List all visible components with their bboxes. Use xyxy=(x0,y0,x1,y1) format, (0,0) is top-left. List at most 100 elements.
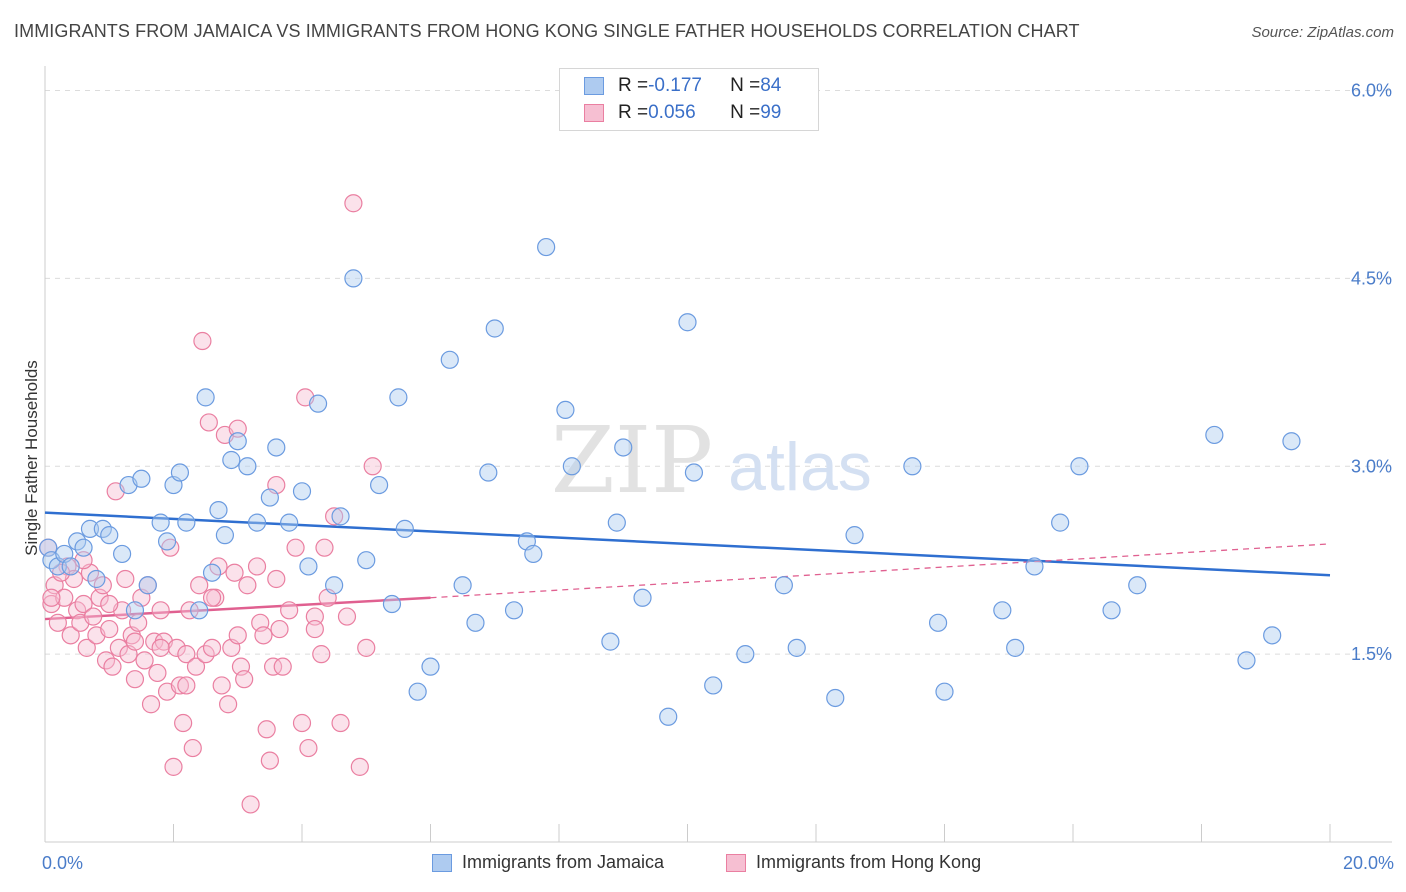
jamaica-point xyxy=(787,638,806,657)
jamaica-point xyxy=(215,526,234,545)
jamaica-point xyxy=(556,400,575,420)
hongkong-point xyxy=(100,594,119,614)
hongkong-point xyxy=(48,613,67,632)
jamaica-point xyxy=(485,319,504,338)
jamaica-point xyxy=(382,594,402,614)
jamaica-point xyxy=(845,526,864,545)
jamaica-point xyxy=(1263,626,1282,645)
hongkong-point xyxy=(77,638,96,657)
hongkong-point xyxy=(170,676,190,695)
hongkong-point xyxy=(260,751,279,770)
y-tick-label: 4.5% xyxy=(1351,268,1392,288)
jamaica-point xyxy=(421,657,440,676)
hongkong-point xyxy=(357,638,376,657)
y-tick-label: 6.0% xyxy=(1351,81,1392,101)
y-tick-label: 3.0% xyxy=(1351,456,1392,476)
hongkong-point xyxy=(125,632,145,651)
hongkong-point xyxy=(363,457,382,476)
jamaica-point xyxy=(678,313,697,332)
jamaica-point xyxy=(633,588,652,607)
hongkong-point xyxy=(350,757,369,776)
legend-swatch-pink xyxy=(584,104,604,122)
hongkong-point xyxy=(228,419,247,438)
jamaica-point xyxy=(1205,425,1224,445)
jamaica-point xyxy=(138,576,157,595)
hongkong-point xyxy=(100,619,119,639)
hongkong-point xyxy=(177,645,196,664)
jamaica-point xyxy=(74,538,93,557)
hongkong-point xyxy=(190,576,209,595)
hongkong-point xyxy=(267,569,286,589)
legend-r-label: R = xyxy=(618,75,649,96)
jamaica-point xyxy=(1006,638,1025,657)
jamaica-point xyxy=(524,544,543,564)
hongkong-point xyxy=(312,645,331,664)
hongkong-point xyxy=(42,588,61,607)
hongkong-point xyxy=(103,657,122,676)
chart-title: IMMIGRANTS FROM JAMAICA VS IMMIGRANTS FR… xyxy=(14,21,1080,41)
jamaica-point xyxy=(562,457,581,476)
watermark: ZIP atlas xyxy=(551,407,872,514)
jamaica-point xyxy=(247,513,267,532)
jamaica-point xyxy=(1128,576,1147,595)
hongkong-point xyxy=(337,607,357,626)
hongkong-point xyxy=(202,638,222,657)
hongkong-point xyxy=(238,576,257,595)
jamaica-point xyxy=(1237,651,1256,670)
jamaica-point xyxy=(325,576,344,595)
hongkong-point xyxy=(331,713,350,733)
hongkong-point xyxy=(125,670,145,689)
hongkong-point xyxy=(241,795,260,814)
hongkong-point xyxy=(180,601,199,620)
jamaica-point xyxy=(389,388,408,407)
jamaica-point xyxy=(1070,457,1089,476)
legend-n-value: 99 xyxy=(760,102,782,123)
legend-swatch-blue xyxy=(584,77,604,95)
jamaica-point xyxy=(928,613,948,632)
jamaica-point xyxy=(993,601,1012,620)
jamaica-point xyxy=(228,432,247,451)
jamaica-point xyxy=(614,438,633,457)
hongkong-point xyxy=(344,194,363,213)
y-axis-label: Single Father Households xyxy=(22,360,41,556)
jamaica-point xyxy=(736,645,755,664)
legend-row-jamaica: R = -0.177 N = 84 xyxy=(560,73,781,99)
hongkong-point xyxy=(263,657,283,676)
jamaica-point xyxy=(177,513,196,532)
jamaica-point xyxy=(1051,513,1070,532)
hongkong-point xyxy=(280,601,299,620)
hongkong-point xyxy=(164,757,183,776)
jamaica-point xyxy=(704,676,723,695)
jamaica-point xyxy=(157,532,177,551)
legend-r-value: 0.056 xyxy=(648,102,696,123)
jamaica-point xyxy=(537,237,556,257)
hongkong-point xyxy=(315,538,334,557)
jamaica-point xyxy=(826,688,845,708)
bottom-legend-jamaica: Immigrants from Jamaica xyxy=(432,852,664,873)
hongkong-point xyxy=(247,557,267,576)
hongkong-point xyxy=(305,607,324,626)
jamaica-point xyxy=(440,350,459,369)
hongkong-point xyxy=(225,563,244,582)
jamaica-point xyxy=(292,482,312,501)
hongkong-point xyxy=(212,676,231,695)
legend-n-label: N = xyxy=(730,102,761,123)
jamaica-trend-line xyxy=(44,511,1331,577)
jamaica-point xyxy=(222,450,241,470)
jamaica-point xyxy=(601,632,620,651)
jamaica-point xyxy=(267,438,286,457)
hongkong-point xyxy=(235,670,254,689)
jamaica-point xyxy=(151,513,170,532)
hongkong-point xyxy=(228,626,247,645)
jamaica-point xyxy=(504,601,524,620)
x-tick-label-max: 20.0% xyxy=(1343,853,1394,873)
hongkong-point xyxy=(116,569,135,589)
gridlines xyxy=(45,90,1392,655)
jamaica-point xyxy=(100,526,119,545)
hongkong-point xyxy=(199,413,218,432)
hongkong-point xyxy=(167,638,186,657)
jamaica-point xyxy=(1282,432,1301,451)
hongkong-point xyxy=(61,626,80,645)
bottom-legend-label: Immigrants from Jamaica xyxy=(462,852,665,872)
jamaica-point xyxy=(196,388,215,407)
